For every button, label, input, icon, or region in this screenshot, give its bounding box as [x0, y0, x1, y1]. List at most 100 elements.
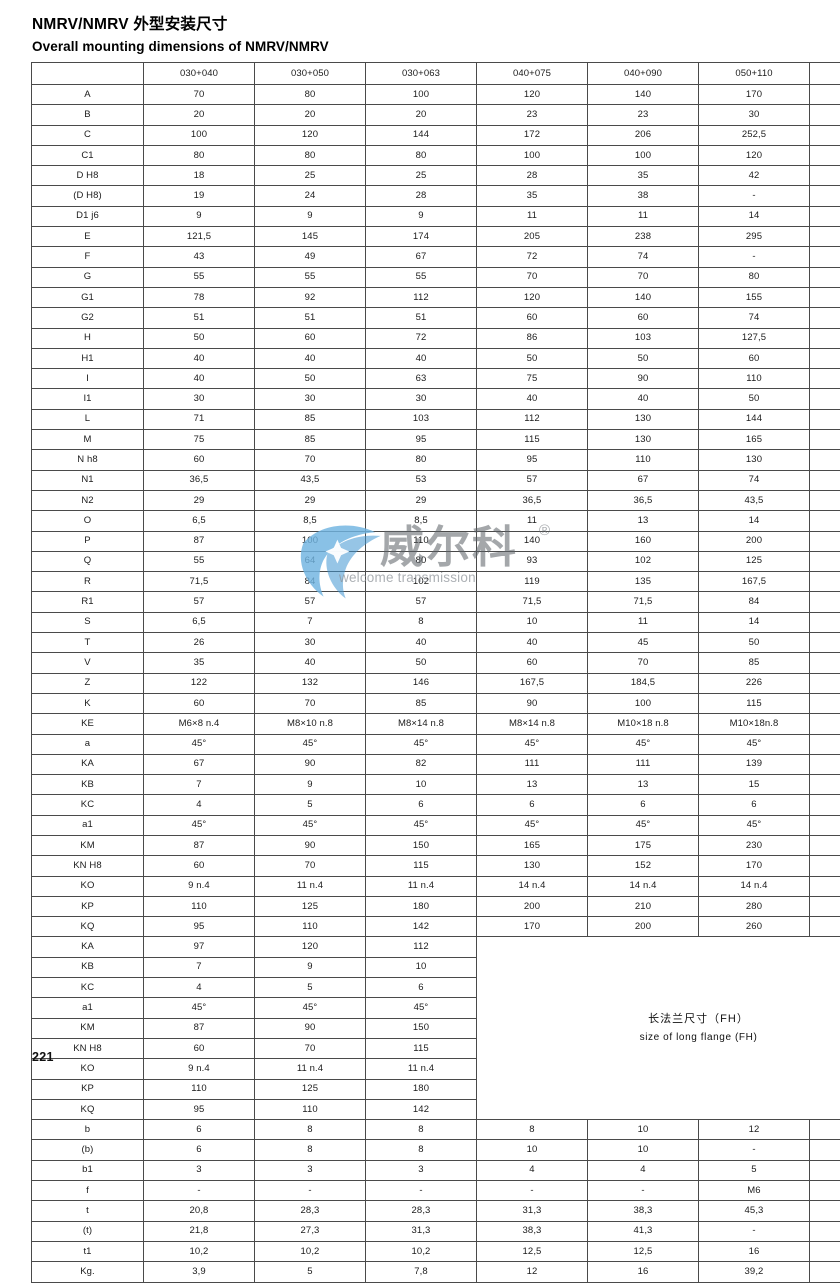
table-cell: 36,5: [588, 490, 699, 510]
table-cell: 38,3: [477, 1221, 588, 1241]
row-label: N2: [32, 490, 144, 510]
page-number: 221: [32, 1050, 54, 1064]
row-label: H1: [32, 348, 144, 368]
table-cell: 130: [588, 409, 699, 429]
table-cell: 10: [366, 775, 477, 795]
table-cell: 42: [699, 166, 810, 186]
table-cell: 200: [477, 896, 588, 916]
table-cell: 146: [366, 673, 477, 693]
table-cell: 119: [477, 572, 588, 592]
table-cell: 187,5: [810, 572, 840, 592]
table-cell: 70: [255, 1038, 366, 1058]
table-cell: 70: [588, 267, 699, 287]
table-cell: 45°: [588, 815, 699, 835]
table-cell: 7: [144, 775, 255, 795]
table-cell: 64: [255, 551, 366, 571]
table-cell: -: [699, 1221, 810, 1241]
table-cell: M8×10 n.8: [255, 714, 366, 734]
row-label: G2: [32, 308, 144, 328]
row-label: G1: [32, 287, 144, 307]
table-cell: 14: [810, 1120, 840, 1140]
table-cell: M10×18n.8: [699, 714, 810, 734]
table-cell: 57: [366, 592, 477, 612]
row-label: N h8: [32, 450, 144, 470]
table-cell: 8: [366, 612, 477, 632]
table-cell: 86: [477, 328, 588, 348]
table-cell: 63: [810, 389, 840, 409]
table-row: b13334456: [32, 1160, 840, 1180]
table-cell: 90: [588, 369, 699, 389]
table-cell: 45°: [255, 734, 366, 754]
row-label: P: [32, 531, 144, 551]
table-cell: 36,5: [477, 490, 588, 510]
table-cell: 290: [810, 917, 840, 937]
table-cell: 60: [144, 693, 255, 713]
table-cell: 6: [366, 978, 477, 998]
table-cell: 110: [366, 531, 477, 551]
table-cell: 5: [255, 978, 366, 998]
table-cell: 11: [477, 511, 588, 531]
table-cell: 35: [588, 166, 699, 186]
table-cell: 100: [477, 145, 588, 165]
table-cell: 45: [588, 633, 699, 653]
table-cell: 19: [144, 186, 255, 206]
table-cell: 100: [255, 531, 366, 551]
row-label: I: [32, 369, 144, 389]
table-cell: 57: [477, 470, 588, 490]
table-cell: 8,5: [366, 511, 477, 531]
table-cell: 180: [810, 856, 840, 876]
table-cell: 50: [588, 348, 699, 368]
table-cell: 30: [144, 389, 255, 409]
row-label: f: [32, 1181, 144, 1201]
row-label: KQ: [32, 1099, 144, 1119]
table-cell: 8,5: [255, 511, 366, 531]
table-cell: 11: [588, 612, 699, 632]
table-row: G17892112120140155170: [32, 287, 840, 307]
table-cell: 110: [255, 917, 366, 937]
table-row: Q55648093102125140: [32, 551, 840, 571]
table-cell: 7: [144, 957, 255, 977]
table-row: S6,57810111415: [32, 612, 840, 632]
table-cell: 147,5: [810, 328, 840, 348]
row-label: C1: [32, 145, 144, 165]
table-row: D H818252528354245: [32, 166, 840, 186]
table-cell: 90: [255, 835, 366, 855]
table-cell: 50: [477, 348, 588, 368]
table-cell: 28,3: [255, 1201, 366, 1221]
table-cell: 70: [588, 653, 699, 673]
table-cell: 130: [588, 430, 699, 450]
table-cell: 125: [255, 896, 366, 916]
row-label: L: [32, 409, 144, 429]
column-header-063+130: 063+130: [810, 63, 840, 85]
table-cell: -: [810, 186, 840, 206]
table-cell: 10,2: [366, 1241, 477, 1261]
row-label: (b): [32, 1140, 144, 1160]
table-cell: 112: [366, 287, 477, 307]
table-cell: 280: [699, 896, 810, 916]
table-cell: 60: [699, 348, 810, 368]
table-cell: 30: [366, 389, 477, 409]
table-cell: 90: [477, 693, 588, 713]
table-cell: 20: [144, 105, 255, 125]
table-cell: 45°: [477, 815, 588, 835]
table-cell: 16: [810, 511, 840, 531]
row-label: H: [32, 328, 144, 348]
row-label: V: [32, 653, 144, 673]
table-row: KB791013131515: [32, 775, 840, 795]
table-row: (t)21,827,331,338,341,3--: [32, 1221, 840, 1241]
table-cell: 70: [144, 85, 255, 105]
row-label: KC: [32, 978, 144, 998]
table-cell: 4: [588, 1160, 699, 1180]
table-cell: 115: [366, 1038, 477, 1058]
table-cell: 10: [588, 1140, 699, 1160]
table-cell: 60: [144, 856, 255, 876]
row-label: a1: [32, 815, 144, 835]
table-row: T26304040455060: [32, 633, 840, 653]
table-cell: 43,5: [699, 490, 810, 510]
